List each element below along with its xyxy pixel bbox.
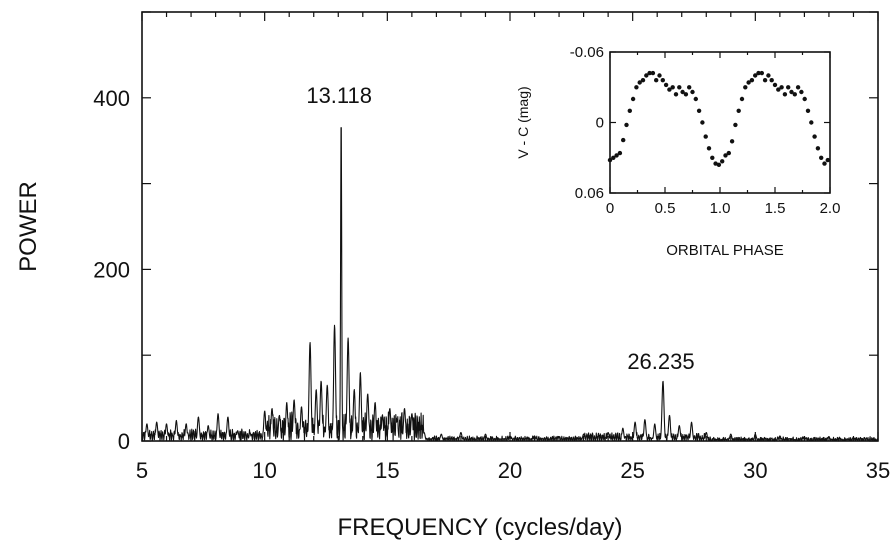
inset-data-point bbox=[624, 122, 629, 128]
inset-data-point bbox=[644, 73, 649, 78]
inset-data-point bbox=[640, 78, 646, 83]
inset-x-tick-label: 1.0 bbox=[710, 200, 731, 217]
inset-data-point bbox=[657, 73, 662, 78]
inset-data-point bbox=[822, 161, 827, 166]
inset-data-point bbox=[647, 70, 652, 76]
inset-data-point bbox=[799, 89, 804, 95]
y-tick-label: 0 bbox=[118, 429, 130, 454]
y-tick-label: 200 bbox=[93, 257, 130, 282]
inset-data-point bbox=[607, 157, 613, 163]
inset-data-point bbox=[621, 137, 626, 143]
inset-data-point bbox=[733, 122, 738, 128]
inset-data-point bbox=[680, 89, 685, 95]
inset-data-point bbox=[667, 87, 672, 92]
inset-x-axis-label: ORBITAL PHASE bbox=[666, 242, 784, 259]
inset-data-point bbox=[617, 150, 623, 156]
y-axis-label: POWER bbox=[15, 181, 42, 272]
inset-data-point bbox=[650, 70, 656, 76]
inset-x-tick-label: 0.5 bbox=[655, 200, 676, 217]
inset-data-point bbox=[802, 96, 807, 102]
inset-data-point bbox=[795, 85, 801, 90]
inset-data-point bbox=[687, 85, 692, 90]
inset-data-point bbox=[696, 108, 702, 114]
inset-data-point bbox=[789, 89, 794, 95]
inset-data-point bbox=[690, 89, 695, 95]
inset-data-point bbox=[614, 153, 619, 158]
inset-data-point bbox=[677, 85, 682, 90]
inset-data-point bbox=[753, 73, 758, 78]
inset-data-point bbox=[723, 153, 728, 158]
inset-data-point bbox=[729, 139, 735, 144]
peak-annotation: 13.118 bbox=[306, 83, 372, 108]
inset-data-point bbox=[716, 162, 722, 167]
x-tick-label: 10 bbox=[252, 458, 276, 483]
x-tick-label: 30 bbox=[743, 458, 767, 483]
y-tick-label: 400 bbox=[93, 86, 130, 111]
inset-data-point bbox=[673, 92, 679, 97]
inset-data-point bbox=[634, 85, 639, 90]
inset-data-point bbox=[726, 150, 731, 156]
inset-data-point bbox=[611, 155, 616, 160]
power-spectrum-line bbox=[141, 127, 879, 442]
inset-data-point bbox=[654, 78, 659, 83]
inset-data-point bbox=[683, 92, 689, 97]
inset-data-point bbox=[815, 146, 821, 151]
inset-y-tick-label: 0 bbox=[596, 115, 604, 132]
inset-data-point bbox=[792, 92, 797, 97]
inset-data-point bbox=[772, 82, 778, 88]
inset-y-axis-label: V - C (mag) bbox=[515, 86, 531, 158]
inset-data-point bbox=[637, 80, 642, 85]
inset-data-point bbox=[769, 78, 774, 83]
inset-data-point bbox=[825, 157, 830, 163]
inset-data-point bbox=[762, 78, 768, 83]
inset-x-tick-label: 0 bbox=[606, 200, 614, 217]
power-spectrum-plot: 5 10 15 20 25 30 35 0 200 400 FREQUENCY (cycles/da… bbox=[15, 11, 890, 541]
inset-data-point bbox=[706, 146, 712, 151]
inset-data-point bbox=[703, 134, 708, 139]
inset-data-point bbox=[700, 120, 705, 125]
inset-data-point bbox=[630, 96, 636, 102]
inset-data-point bbox=[710, 155, 715, 160]
inset-data-point bbox=[756, 70, 761, 76]
inset-y-tick-label: 0.06 bbox=[575, 185, 604, 202]
inset-data-point bbox=[720, 159, 725, 164]
inset-data-point bbox=[782, 92, 788, 97]
inset-data-point bbox=[627, 108, 632, 114]
inset-data-point bbox=[663, 82, 669, 88]
inset-data-point bbox=[736, 108, 741, 114]
inset-data-point bbox=[786, 85, 791, 90]
peak-annotation: 26.235 bbox=[627, 349, 694, 374]
inset-data-point bbox=[776, 87, 781, 92]
inset-data-point bbox=[660, 78, 665, 83]
inset-data-point bbox=[749, 78, 755, 83]
inset-data-point bbox=[713, 161, 718, 166]
x-tick-label: 20 bbox=[498, 458, 522, 483]
x-tick-label: 15 bbox=[375, 458, 399, 483]
inset-data-point bbox=[766, 73, 771, 78]
x-tick-label: 25 bbox=[620, 458, 644, 483]
inset-data-point bbox=[743, 85, 748, 90]
inset-data-point bbox=[693, 96, 698, 102]
inset-frame bbox=[609, 51, 831, 194]
inset-data-point bbox=[759, 70, 764, 76]
x-tick-label: 35 bbox=[866, 458, 890, 483]
inset-data-point bbox=[670, 85, 675, 90]
inset-y-tick-label: -0.06 bbox=[570, 44, 604, 61]
inset-data-point bbox=[746, 80, 751, 85]
inset-data-point bbox=[739, 96, 745, 102]
inset-x-tick-label: 1.5 bbox=[765, 200, 786, 217]
x-axis-label: FREQUENCY (cycles/day) bbox=[338, 514, 623, 541]
inset-data-point bbox=[805, 108, 811, 114]
x-tick-label: 5 bbox=[136, 458, 148, 483]
inset-data-point bbox=[809, 120, 814, 125]
inset-x-tick-label: 2.0 bbox=[820, 200, 841, 217]
inset-data-point bbox=[819, 155, 824, 160]
inset-data-point bbox=[812, 134, 817, 139]
inset-data-point bbox=[779, 85, 784, 90]
